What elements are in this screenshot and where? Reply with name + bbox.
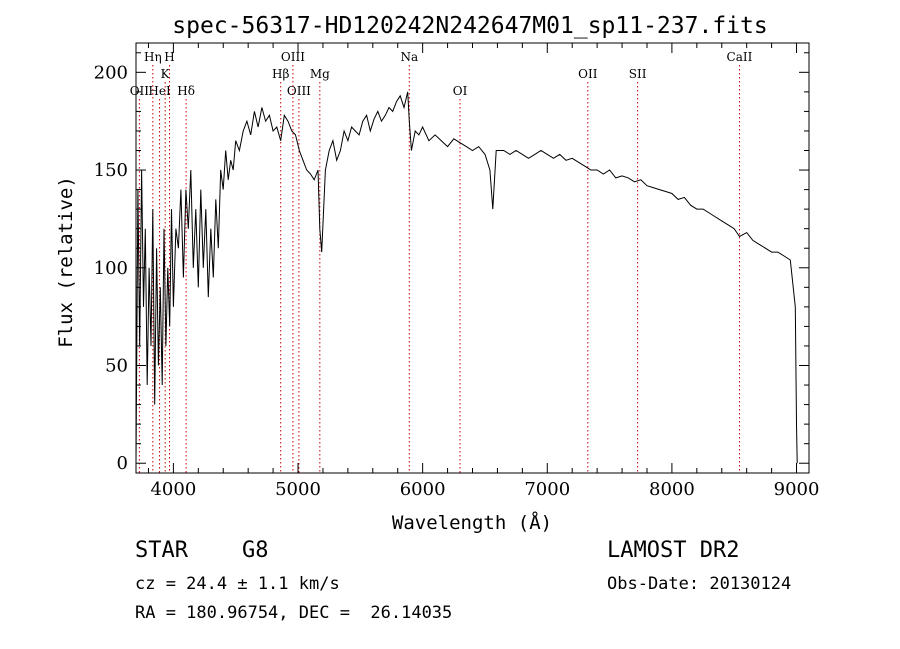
plot-frame <box>135 42 810 474</box>
spectral-line-label: H <box>164 50 174 64</box>
spectrum-line <box>135 91 798 464</box>
y-tick-label: 0 <box>117 453 128 474</box>
y-axis-label: Flux (relative) <box>55 176 77 348</box>
spectral-line-label: OII <box>578 67 598 81</box>
x-tick-label: 7000 <box>524 479 570 500</box>
spectral-line-label: CaII <box>727 50 753 64</box>
spectral-line-label: Hβ <box>272 67 289 81</box>
spectral-line-label: OIII <box>281 50 305 64</box>
redshift-text: cz = 24.4 ± 1.1 km/s <box>135 574 340 594</box>
spectral-line-label: Mg <box>310 67 330 81</box>
x-tick-label: 9000 <box>774 479 820 500</box>
x-tick-label: 4000 <box>150 479 196 500</box>
survey-name: LAMOST DR2 <box>607 538 740 563</box>
spectral-line-label: HeI <box>148 84 171 98</box>
x-tick-label: 5000 <box>275 479 321 500</box>
spectral-line-label: K <box>161 67 171 81</box>
x-axis-label: Wavelength (Å) <box>392 511 552 534</box>
observation-date: Obs-Date: 20130124 <box>607 574 792 594</box>
chart-title: spec-56317-HD120242N242647M01_sp11-237.f… <box>172 13 767 39</box>
spectral-line-label: Na <box>400 50 418 64</box>
y-tick-label: 200 <box>94 62 128 83</box>
x-tick-label: 6000 <box>400 479 446 500</box>
spectral-line-label: SII <box>629 67 647 81</box>
y-tick-label: 50 <box>105 356 128 377</box>
spectral-line-label: Hδ <box>177 84 195 98</box>
spectral-line-label: OII <box>130 84 150 98</box>
y-tick-label: 100 <box>94 258 128 279</box>
y-tick-label: 150 <box>94 160 128 181</box>
spectral-line-markers: OII Hη HeI KH Hδ Hβ OIII OIII Mg Na OI OII SII CaII <box>130 50 753 473</box>
coordinates-text: RA = 180.96754, DEC = 26.14035 <box>135 603 453 623</box>
spectrum-series <box>135 91 798 464</box>
object-subclass: G8 <box>242 538 269 563</box>
spectral-line-label: OI <box>453 84 468 98</box>
axis-ticks: 4000 5000 6000 7000 8000 9000 0 50 100 150 200 <box>94 43 820 500</box>
object-type: STAR <box>135 538 188 563</box>
spectral-line-label: Hη <box>144 50 162 64</box>
spectral-line-label: OIII <box>287 84 311 98</box>
x-tick-label: 8000 <box>649 479 695 500</box>
